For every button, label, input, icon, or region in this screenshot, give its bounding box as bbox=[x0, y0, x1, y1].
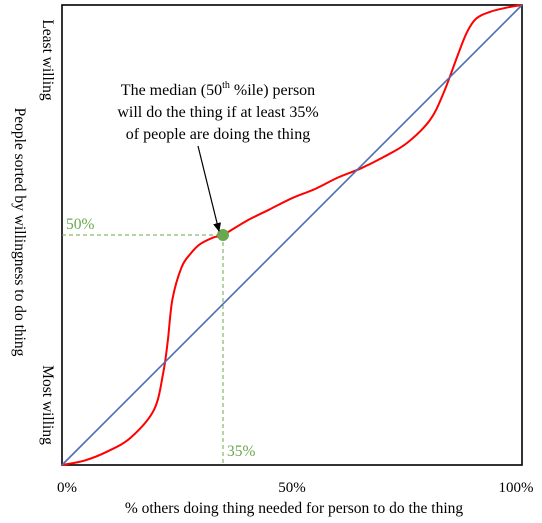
x-tick-label: 0% bbox=[57, 480, 77, 496]
highlight-y-label: 50% bbox=[66, 216, 95, 233]
series-line-2 bbox=[61, 4, 523, 466]
y-axis-label: People sorted by willingness to do thing bbox=[11, 108, 28, 357]
highlight-point bbox=[217, 229, 229, 241]
annotation: The median (50th %ile) person will do th… bbox=[117, 80, 319, 232]
x-tick-label: 50% bbox=[278, 480, 306, 496]
annotation-line-2: will do the thing if at least 35% bbox=[117, 104, 318, 121]
series-line-1 bbox=[61, 4, 523, 466]
annotation-line-1: The median (50th %ile) person bbox=[121, 80, 315, 99]
y-bottom-label: Most willing bbox=[39, 365, 56, 445]
x-tick-label: 100% bbox=[499, 480, 534, 496]
y-top-label: Least willing bbox=[39, 19, 56, 101]
annotation-arrow bbox=[197, 145, 221, 232]
highlight-x-label: 35% bbox=[227, 443, 256, 460]
annotation-line-3: of people are doing the thing bbox=[126, 126, 310, 143]
x-axis-label: % others doing thing needed for person t… bbox=[125, 500, 464, 517]
